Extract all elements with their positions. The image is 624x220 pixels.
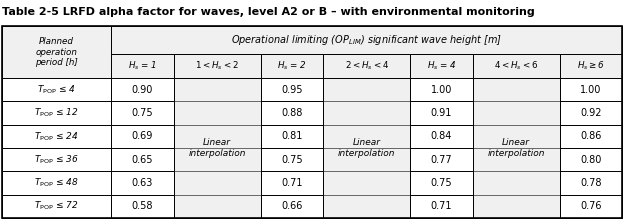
Bar — [560, 194, 622, 218]
Text: 0.86: 0.86 — [580, 131, 602, 141]
Text: Operational limiting ($OP_{LIM}$) significant wave height [m]: Operational limiting ($OP_{LIM}$) signif… — [231, 33, 502, 47]
Text: 0.95: 0.95 — [281, 85, 303, 95]
Bar — [111, 101, 173, 125]
Text: 0.65: 0.65 — [132, 155, 153, 165]
Bar — [2, 171, 111, 194]
Text: $4 < H_s < 6$: $4 < H_s < 6$ — [494, 60, 539, 72]
Text: Table 2-5 LRFD alpha factor for waves, level A2 or B – with environmental monito: Table 2-5 LRFD alpha factor for waves, l… — [2, 7, 535, 17]
Bar — [560, 148, 622, 171]
Text: $2 < H_s < 4$: $2 < H_s < 4$ — [344, 60, 389, 72]
Bar — [261, 54, 323, 78]
Bar — [411, 54, 472, 78]
Bar — [173, 78, 261, 218]
Text: 0.80: 0.80 — [580, 155, 602, 165]
Bar — [411, 171, 472, 194]
Bar — [111, 78, 173, 101]
Text: 0.88: 0.88 — [281, 108, 303, 118]
Bar — [111, 148, 173, 171]
Bar — [323, 54, 411, 78]
Bar — [111, 194, 173, 218]
Text: 0.71: 0.71 — [431, 201, 452, 211]
Text: 0.90: 0.90 — [132, 85, 153, 95]
Bar — [472, 78, 560, 218]
Bar — [560, 171, 622, 194]
Text: $1 < H_s < 2$: $1 < H_s < 2$ — [195, 60, 239, 72]
Bar — [261, 125, 323, 148]
Text: $T_{\mathrm{POP}}$ ≤ 24: $T_{\mathrm{POP}}$ ≤ 24 — [34, 130, 79, 143]
Bar — [111, 54, 173, 78]
Bar — [2, 194, 111, 218]
Text: 0.69: 0.69 — [132, 131, 153, 141]
Text: $T_{\mathrm{POP}}$ ≤ 12: $T_{\mathrm{POP}}$ ≤ 12 — [34, 107, 79, 119]
Text: $T_{\mathrm{POP}}$ ≤ 48: $T_{\mathrm{POP}}$ ≤ 48 — [34, 177, 79, 189]
Bar — [173, 54, 261, 78]
Bar — [411, 125, 472, 148]
Bar — [411, 101, 472, 125]
Bar — [560, 54, 622, 78]
Bar — [560, 78, 622, 101]
Bar — [411, 194, 472, 218]
Text: $T_{\mathrm{POP}}$ ≤ 4: $T_{\mathrm{POP}}$ ≤ 4 — [37, 83, 76, 96]
Text: $H_s$ = 2: $H_s$ = 2 — [277, 60, 307, 72]
Text: 0.71: 0.71 — [281, 178, 303, 188]
Text: 0.77: 0.77 — [431, 155, 452, 165]
Text: Linear
interpolation: Linear interpolation — [487, 138, 545, 158]
Text: 0.76: 0.76 — [580, 201, 602, 211]
Text: 0.66: 0.66 — [281, 201, 303, 211]
Bar — [472, 54, 560, 78]
Bar — [2, 148, 111, 171]
Bar — [2, 78, 111, 101]
Text: $H_s$$\geq$6: $H_s$$\geq$6 — [577, 60, 605, 72]
Bar — [560, 101, 622, 125]
Text: 1.00: 1.00 — [431, 85, 452, 95]
Text: $T_{\mathrm{POP}}$ ≤ 36: $T_{\mathrm{POP}}$ ≤ 36 — [34, 153, 79, 166]
Text: Linear
interpolation: Linear interpolation — [338, 138, 396, 158]
Bar — [411, 148, 472, 171]
Text: 0.63: 0.63 — [132, 178, 153, 188]
Bar — [411, 78, 472, 101]
Text: 0.91: 0.91 — [431, 108, 452, 118]
Bar — [261, 78, 323, 101]
Bar — [261, 194, 323, 218]
Text: 0.81: 0.81 — [281, 131, 303, 141]
Text: 0.58: 0.58 — [132, 201, 153, 211]
Text: $T_{\mathrm{POP}}$ ≤ 72: $T_{\mathrm{POP}}$ ≤ 72 — [34, 200, 79, 212]
Bar — [261, 148, 323, 171]
Bar — [560, 125, 622, 148]
Text: $H_s$ = 1: $H_s$ = 1 — [128, 60, 157, 72]
Text: 0.78: 0.78 — [580, 178, 602, 188]
Text: $H_s$ = 4: $H_s$ = 4 — [427, 60, 456, 72]
Bar — [323, 78, 411, 218]
Text: Planned
operation
period [h]: Planned operation period [h] — [35, 37, 78, 67]
Text: 0.92: 0.92 — [580, 108, 602, 118]
Text: 0.75: 0.75 — [281, 155, 303, 165]
Bar — [111, 125, 173, 148]
Bar — [2, 26, 111, 78]
Bar — [2, 26, 622, 218]
Text: 0.75: 0.75 — [132, 108, 154, 118]
Bar — [111, 171, 173, 194]
Bar — [2, 125, 111, 148]
Bar — [261, 101, 323, 125]
Text: Linear
interpolation: Linear interpolation — [188, 138, 246, 158]
Text: 1.00: 1.00 — [580, 85, 602, 95]
Text: 0.84: 0.84 — [431, 131, 452, 141]
Text: 0.75: 0.75 — [431, 178, 452, 188]
Bar — [2, 101, 111, 125]
Bar — [261, 171, 323, 194]
Bar — [111, 26, 622, 54]
